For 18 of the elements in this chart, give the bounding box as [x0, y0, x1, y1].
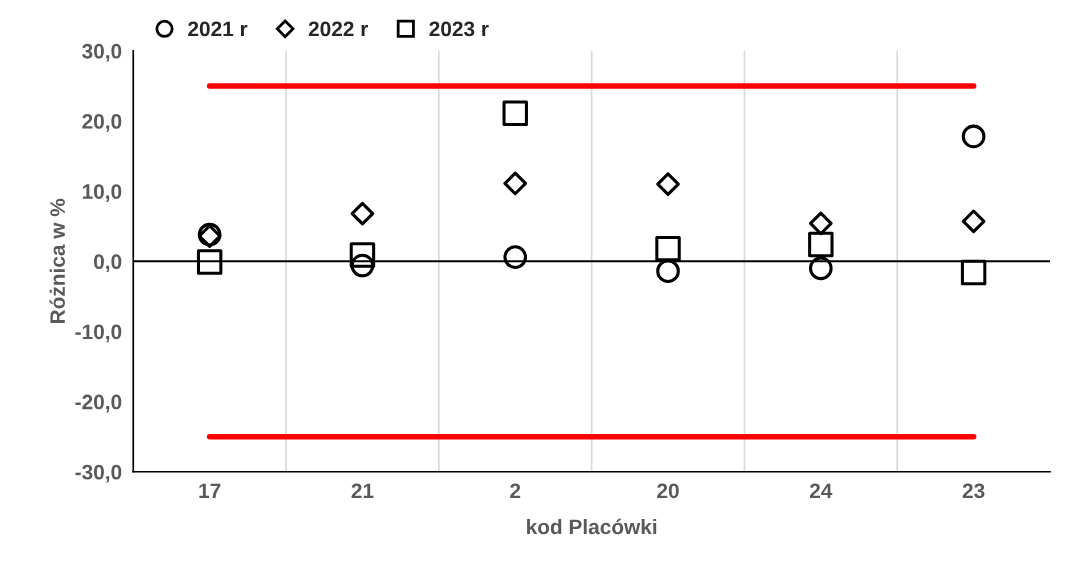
- legend-label: 2022 r: [308, 21, 368, 37]
- y-tick-label: 10,0: [82, 184, 122, 202]
- y-tick-label: -20,0: [75, 394, 122, 413]
- x-tick-label: 17: [199, 483, 221, 498]
- x-tick-label: 24: [809, 483, 833, 498]
- y-tick-label: 20,0: [82, 114, 122, 132]
- y-tick-label: -10,0: [75, 324, 122, 343]
- y-tick-label: -30,0: [75, 464, 122, 483]
- y-axis-title: Różnica w %: [49, 198, 65, 324]
- x-tick-label: 20: [657, 483, 679, 499]
- y-tick-label: 0,0: [94, 254, 122, 273]
- legend-label: 2021 r: [188, 21, 248, 37]
- x-axis-title: kod Placówki: [527, 518, 657, 535]
- legend-label: 2023 r: [429, 21, 489, 37]
- x-tick-label: 2: [510, 483, 521, 498]
- x-tick-label: 23: [962, 483, 985, 499]
- x-tick-label: 21: [351, 483, 374, 498]
- y-tick-label: 30,0: [82, 43, 122, 62]
